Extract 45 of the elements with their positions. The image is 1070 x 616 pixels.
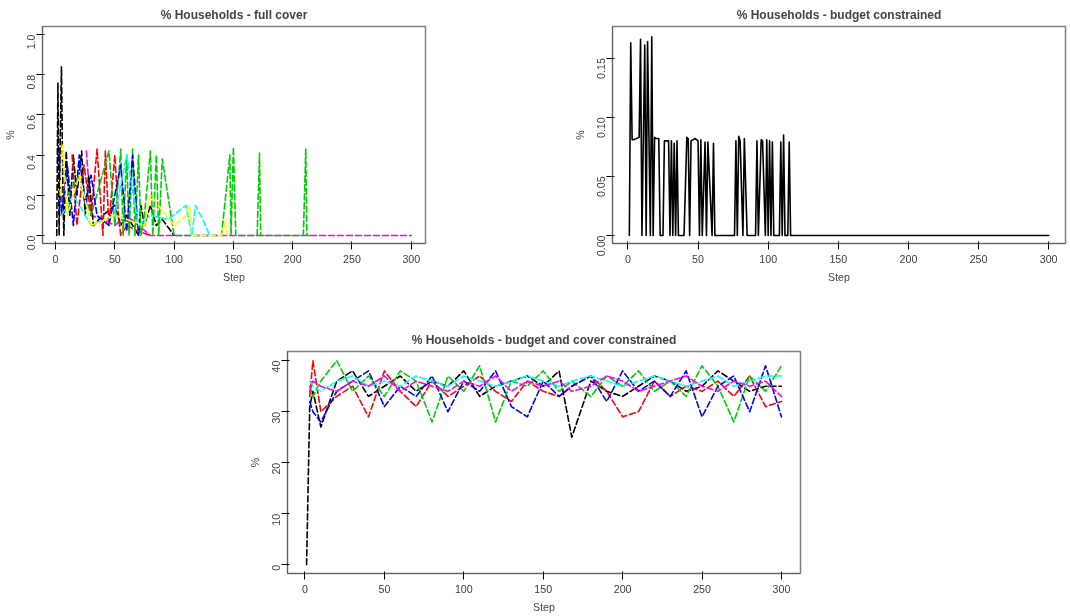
y-axis-title: % xyxy=(248,457,261,468)
x-tick-label: 100 xyxy=(759,252,778,265)
y-tick-label: 0.15 xyxy=(595,58,608,79)
y-tick-label: 40 xyxy=(270,360,283,373)
x-tick-label: 200 xyxy=(283,252,302,265)
x-tick-label: 300 xyxy=(1039,252,1058,265)
y-tick-label: 20 xyxy=(270,462,283,475)
x-tick-label: 50 xyxy=(378,582,391,595)
y-tick-label: 0 xyxy=(270,564,283,571)
y-tick-label: 0.05 xyxy=(595,176,608,198)
x-tick-label: 250 xyxy=(693,582,711,595)
x-tick-label: 150 xyxy=(829,252,848,265)
y-tick-label: 1.0 xyxy=(25,34,38,50)
y-tick-label: 0.0 xyxy=(25,235,38,251)
x-tick-label: 50 xyxy=(692,252,705,265)
x-tick-label: 0 xyxy=(52,252,59,265)
y-tick-label: 0.8 xyxy=(25,74,38,90)
x-tick-label: 250 xyxy=(969,252,988,265)
y-tick-label: 0.10 xyxy=(595,117,608,139)
x-tick-label: 150 xyxy=(224,252,243,265)
y-tick-label: 0.6 xyxy=(25,114,38,130)
y-axis-title: % xyxy=(573,129,586,140)
chart-title: % Households - budget and cover constrained xyxy=(411,332,677,347)
chart-title: % Households - full cover xyxy=(160,7,308,22)
y-axis-title: % xyxy=(3,129,16,140)
x-tick-label: 150 xyxy=(534,582,553,595)
y-tick-label: 0.4 xyxy=(25,155,38,170)
y-tick-label: 0.00 xyxy=(595,235,608,257)
x-axis-title: Step xyxy=(828,270,851,283)
chart-title: % Households - budget constrained xyxy=(736,7,942,22)
x-axis-title: Step xyxy=(533,600,556,613)
x-tick-label: 50 xyxy=(108,252,121,265)
x-tick-label: 0 xyxy=(624,252,631,265)
x-tick-label: 0 xyxy=(302,582,309,595)
x-tick-label: 300 xyxy=(772,582,791,595)
x-tick-label: 250 xyxy=(343,252,361,265)
x-tick-label: 100 xyxy=(454,582,473,595)
x-axis-title: Step xyxy=(223,270,246,283)
x-tick-label: 200 xyxy=(899,252,918,265)
x-tick-label: 200 xyxy=(613,582,632,595)
y-tick-label: 10 xyxy=(270,513,283,526)
x-tick-label: 100 xyxy=(165,252,184,265)
y-tick-label: 0.2 xyxy=(25,195,38,211)
x-tick-label: 300 xyxy=(402,252,421,265)
y-tick-label: 30 xyxy=(270,411,283,424)
